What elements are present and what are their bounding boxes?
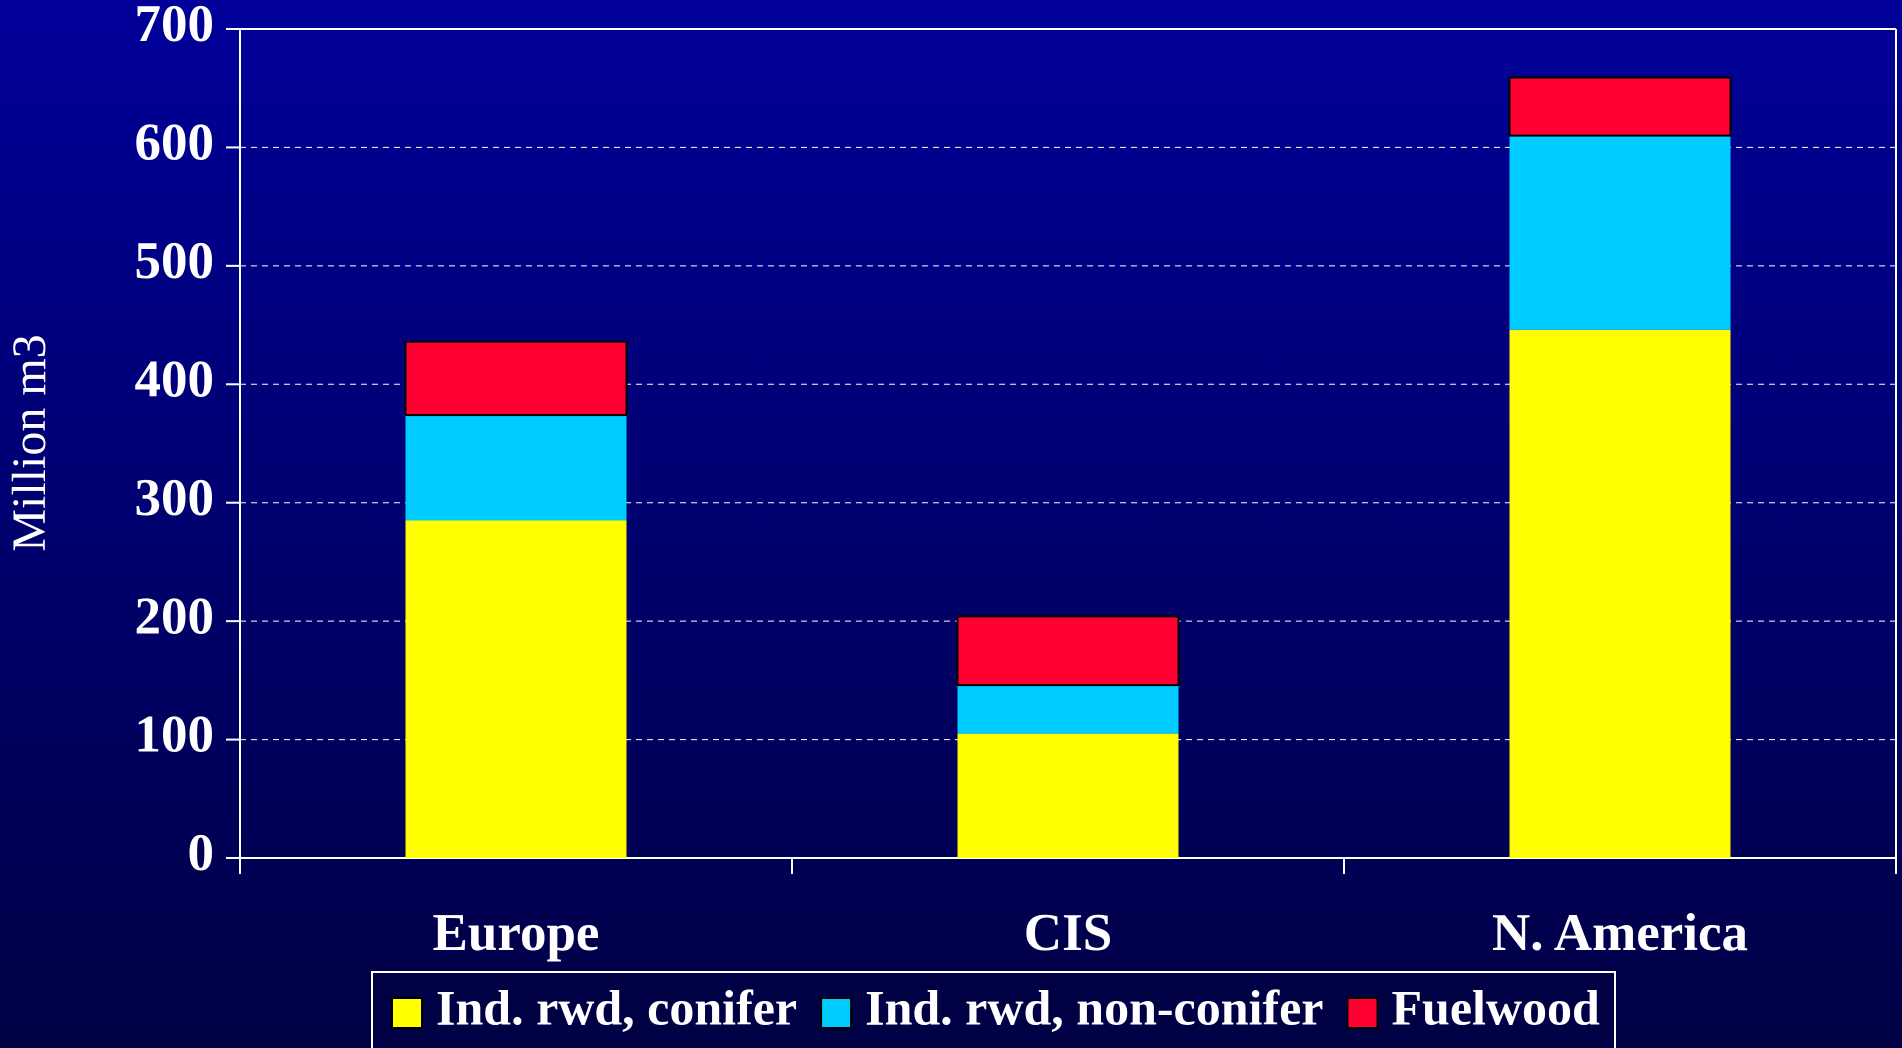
y-tick-label: 400 xyxy=(135,350,215,408)
x-tick-label: N. America xyxy=(1492,904,1748,962)
y-tick-label: 700 xyxy=(135,0,215,53)
bar-segment xyxy=(957,685,1179,734)
bar-segment xyxy=(1508,76,1732,137)
y-axis-label: Million m3 xyxy=(3,334,56,551)
legend-label: Ind. rwd, conifer xyxy=(436,979,797,1035)
x-tick-label: Europe xyxy=(433,904,600,962)
y-tick-label: 300 xyxy=(135,469,215,527)
bar-segment xyxy=(405,415,627,521)
y-tick-label: 0 xyxy=(188,824,215,882)
bar-segment xyxy=(956,615,1180,687)
y-tick-label: 600 xyxy=(135,114,215,172)
bar-segment xyxy=(1509,329,1731,858)
legend-box xyxy=(371,971,1616,1048)
bar-segment xyxy=(404,340,628,417)
legend-swatch xyxy=(820,997,853,1029)
bar-segment xyxy=(1509,135,1731,330)
y-tick-label: 500 xyxy=(135,232,215,290)
bar-segment xyxy=(957,733,1179,858)
legend-label: Fuelwood xyxy=(1391,979,1600,1035)
legend-label: Ind. rwd, non-conifer xyxy=(865,979,1323,1035)
legend-swatch xyxy=(391,997,423,1029)
legend-swatch xyxy=(1346,997,1379,1029)
bar-segment xyxy=(405,520,627,858)
y-tick-label: 100 xyxy=(135,706,215,764)
x-tick-label: CIS xyxy=(1024,904,1112,962)
y-tick-label: 200 xyxy=(135,587,215,645)
